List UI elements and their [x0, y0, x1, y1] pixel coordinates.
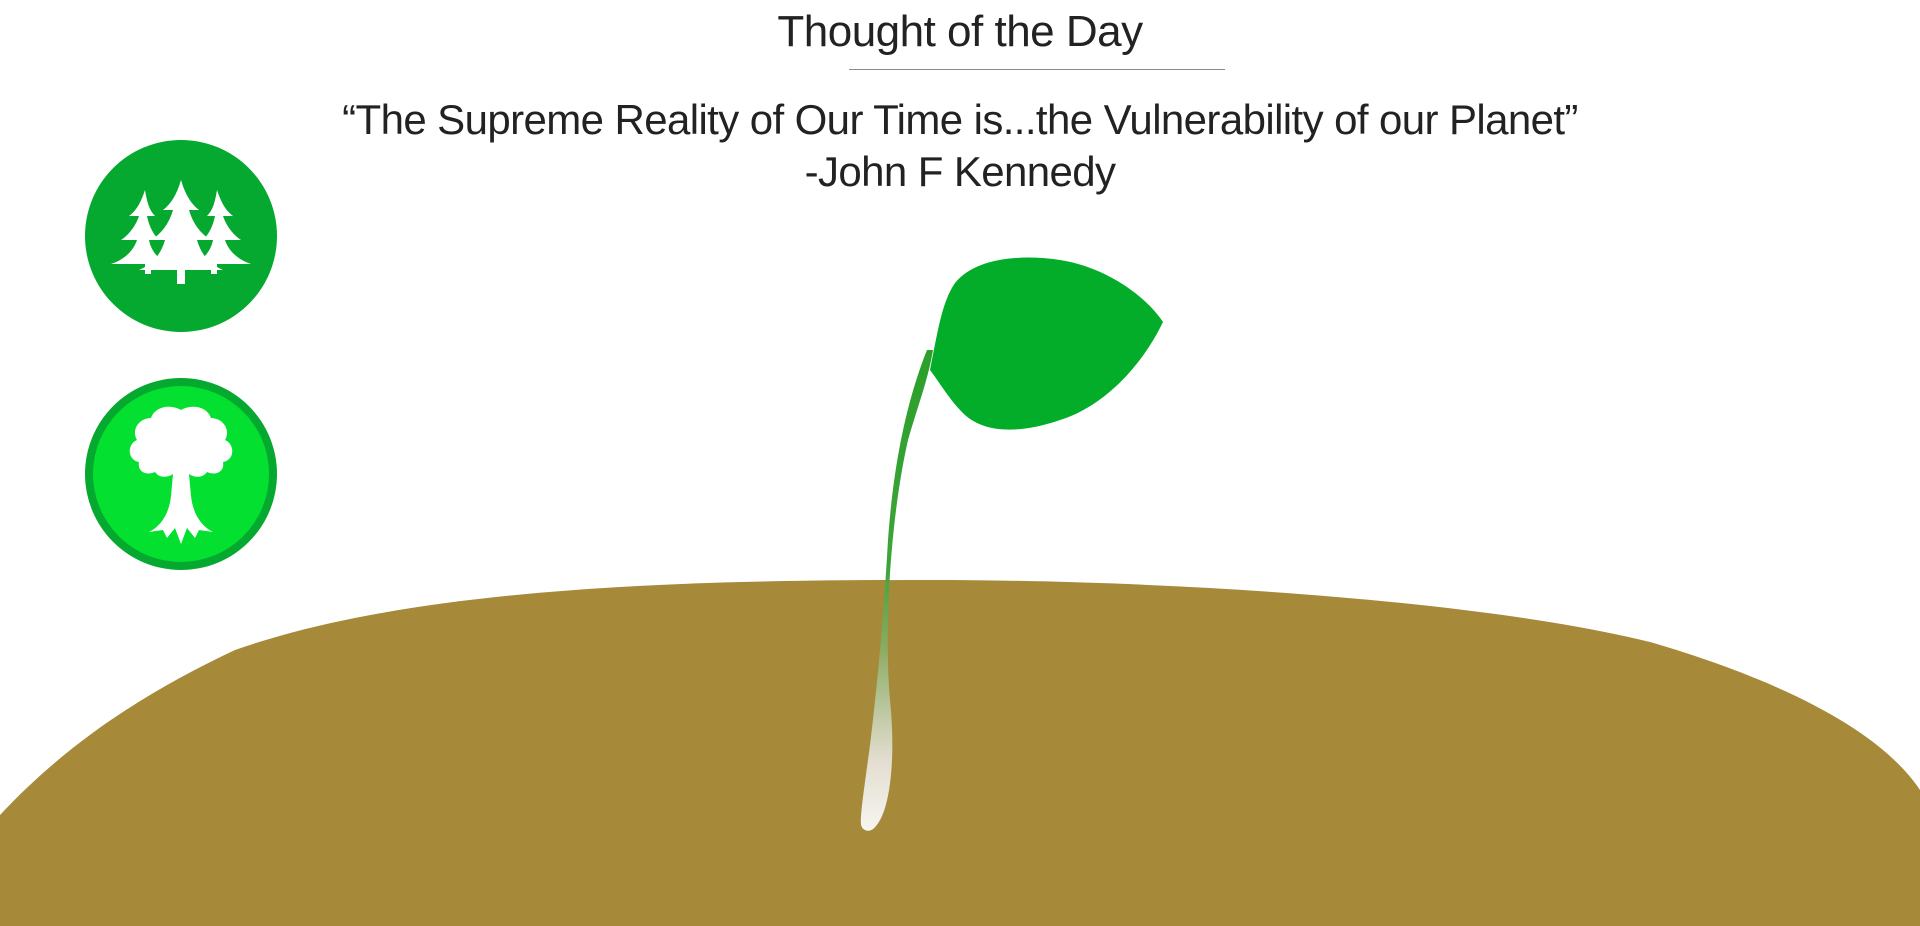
page-title: Thought of the Day [777, 7, 1143, 56]
tree-button[interactable] [85, 378, 277, 570]
title-underline [849, 69, 1225, 70]
quote-text: “The Supreme Reality of Our Time is...th… [342, 96, 1578, 143]
pine-forest-icon [85, 140, 277, 332]
sprout-leaf [930, 257, 1163, 430]
soil-mound [0, 580, 1920, 926]
sprout-stem [860, 350, 933, 831]
quote-author: -John F Kennedy [804, 148, 1116, 195]
forest-button[interactable] [85, 140, 277, 332]
leafy-tree-icon [85, 378, 277, 570]
